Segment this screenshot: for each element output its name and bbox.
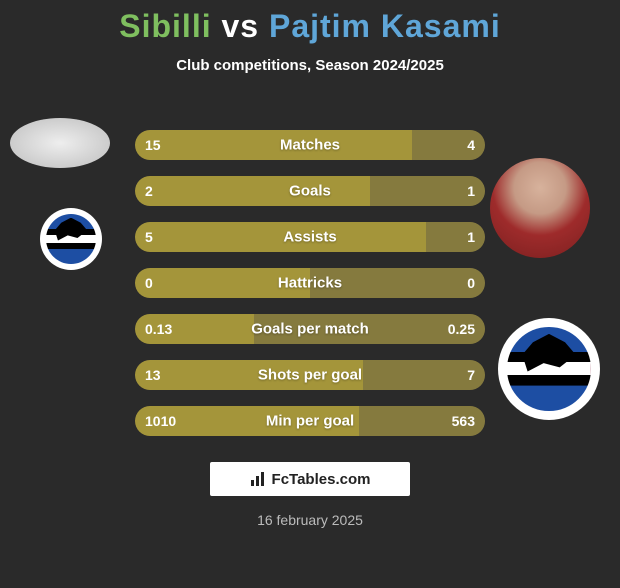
subtitle: Club competitions, Season 2024/2025: [0, 57, 620, 74]
sampdoria-crest-icon: [507, 327, 591, 411]
stat-label: Min per goal: [135, 413, 485, 430]
player2-name: Pajtim Kasami: [269, 8, 501, 44]
stat-label: Goals per match: [135, 321, 485, 338]
stat-label: Shots per goal: [135, 367, 485, 384]
stat-row: 51Assists: [135, 222, 485, 252]
sampdoria-crest-icon: [46, 214, 97, 265]
player1-name: Sibilli: [119, 8, 211, 44]
stat-row: 21Goals: [135, 176, 485, 206]
player1-photo: [10, 118, 110, 168]
player2-club-crest: [498, 318, 600, 420]
player2-photo: [490, 158, 590, 258]
stat-label: Matches: [135, 137, 485, 154]
stat-label: Assists: [135, 229, 485, 246]
stat-row: 0.130.25Goals per match: [135, 314, 485, 344]
stat-label: Hattricks: [135, 275, 485, 292]
stat-row: 00Hattricks: [135, 268, 485, 298]
vs-text: vs: [221, 8, 259, 44]
stat-row: 137Shots per goal: [135, 360, 485, 390]
bar-chart-icon: [250, 471, 266, 487]
watermark-text: FcTables.com: [272, 471, 371, 488]
stat-row: 1010563Min per goal: [135, 406, 485, 436]
stat-row: 154Matches: [135, 130, 485, 160]
watermark-box: FcTables.com: [210, 462, 410, 496]
date-text: 16 february 2025: [0, 512, 620, 528]
stats-container: 154Matches 21Goals 51Assists 00Hattricks 0.1…: [135, 130, 485, 452]
player1-club-crest: [40, 208, 102, 270]
comparison-title: Sibilli vs Pajtim Kasami: [0, 8, 620, 45]
stat-label: Goals: [135, 183, 485, 200]
